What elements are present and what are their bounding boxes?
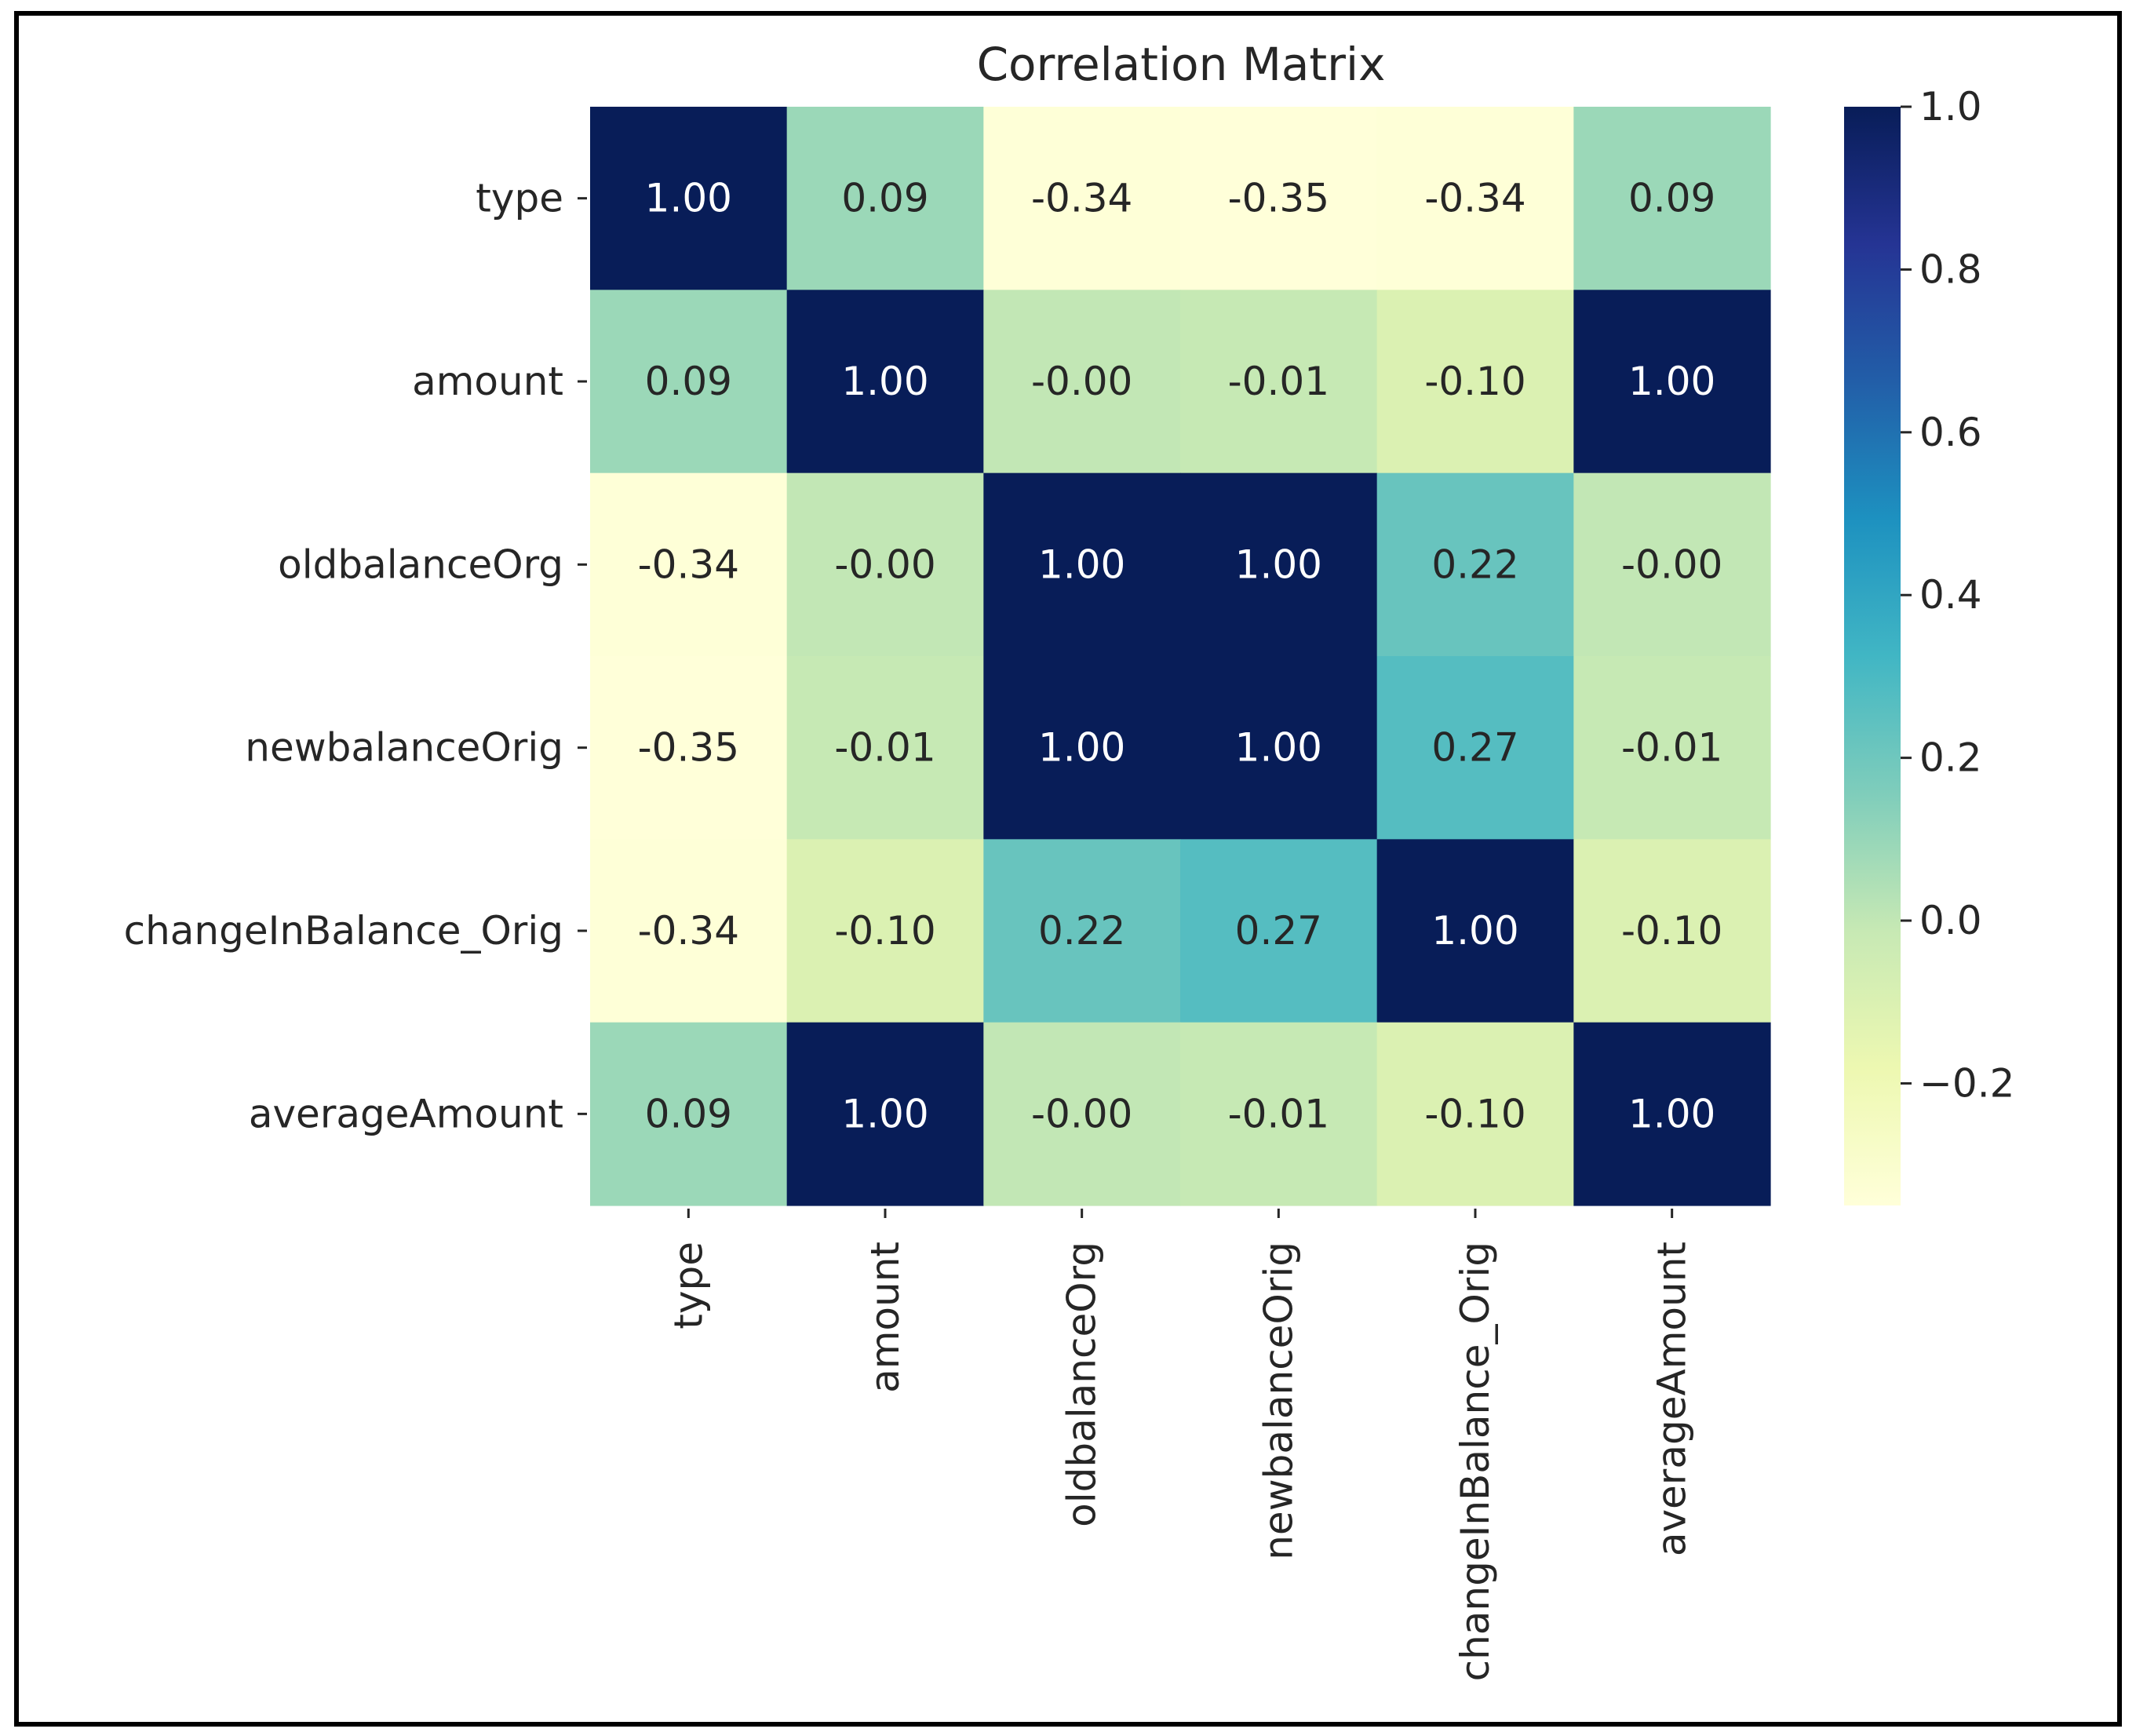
cell-value-label: -0.34 [1031, 176, 1132, 221]
cell-value-label: -0.00 [834, 542, 935, 587]
heatmap-cell [1180, 107, 1378, 290]
cell-value-label: -0.10 [1621, 908, 1722, 954]
cell-value-label: -0.34 [638, 908, 739, 954]
cell-value-label: 0.27 [1431, 725, 1518, 771]
cell-value-label: 0.22 [1431, 542, 1518, 587]
heatmap-cell [1376, 290, 1574, 474]
heatmap-cell [1180, 472, 1378, 657]
colorbar-tick-label: 0.4 [1919, 572, 1982, 618]
cell-value-label: 0.09 [841, 176, 928, 221]
cell-value-label: 1.00 [1628, 359, 1715, 404]
cell-value-label: 0.27 [1235, 908, 1322, 954]
y-axis-tick-label: amount [412, 359, 563, 404]
cell-value-label: 1.00 [1235, 725, 1322, 771]
cell-value-label: -0.34 [638, 542, 739, 587]
heatmap-cell [590, 1022, 788, 1206]
heatmap-cell [590, 290, 788, 474]
cell-value-label: 1.00 [841, 1091, 928, 1136]
cell-value-label: -0.01 [834, 725, 935, 771]
heatmap-cell [1573, 656, 1771, 840]
x-axis-tick-label: amount [862, 1242, 908, 1393]
x-axis-tick-label: changeInBalance_Orig [1453, 1242, 1498, 1681]
heatmap-cell [983, 839, 1181, 1023]
colorbar-tick-label: 0.6 [1919, 410, 1982, 455]
heatmap-cell [983, 1022, 1181, 1206]
cell-value-label: -0.01 [1228, 1091, 1329, 1136]
heatmap-cell [590, 656, 788, 840]
heatmap-cell [786, 656, 984, 840]
heatmap-cell [983, 290, 1181, 474]
y-axis-tick-label: oldbalanceOrg [278, 542, 563, 587]
colorbar-tick-label: 0.8 [1919, 246, 1982, 292]
y-axis-tick-label: averageAmount [249, 1091, 563, 1136]
cell-value-label: -0.34 [1424, 176, 1525, 221]
chart-title: Correlation Matrix [977, 38, 1386, 91]
cell-value-label: 1.00 [1235, 542, 1322, 587]
heatmap-cell [590, 839, 788, 1023]
heatmap-cell [1180, 290, 1378, 474]
cell-value-label: -0.00 [1621, 542, 1722, 587]
cell-value-label: -0.00 [1031, 359, 1132, 404]
heatmap-cell [590, 107, 788, 290]
heatmap-cell [1573, 472, 1771, 657]
heatmap-cell [786, 1022, 984, 1206]
y-axis-tick-label: changeInBalance_Orig [124, 908, 563, 954]
colorbar-tick-label: 0.0 [1919, 898, 1982, 943]
heatmap-cell [1376, 839, 1574, 1023]
heatmap-cell [983, 107, 1181, 290]
heatmap-cell [1180, 839, 1378, 1023]
y-axis-tick-label: type [476, 176, 563, 221]
cell-value-label: -0.10 [834, 908, 935, 954]
cell-value-label: 0.09 [645, 359, 732, 404]
heatmap-cell [1573, 839, 1771, 1023]
heatmap-cell [1376, 1022, 1574, 1206]
heatmap-cell [983, 656, 1181, 840]
cell-value-label: 1.00 [1431, 908, 1518, 954]
heatmap-cell [786, 290, 984, 474]
heatmap-cell [590, 472, 788, 657]
x-axis-tick-label: averageAmount [1649, 1242, 1695, 1556]
cell-value-label: 1.00 [1038, 542, 1125, 587]
colorbar-tick-label: 0.2 [1919, 735, 1982, 781]
y-axis-tick-label: newbalanceOrig [245, 725, 563, 771]
cell-value-label: -0.35 [1228, 176, 1329, 221]
heatmap-cell [1573, 290, 1771, 474]
cell-value-label: 0.22 [1038, 908, 1125, 954]
cell-value-label: 1.00 [645, 176, 732, 221]
colorbar [1844, 107, 1901, 1205]
colorbar-tick-label: −0.2 [1919, 1060, 2014, 1106]
heatmap-cell [1573, 1022, 1771, 1206]
heatmap-cell [1376, 656, 1574, 840]
cell-value-label: 1.00 [1038, 725, 1125, 771]
heatmap-cell [786, 472, 984, 657]
cell-value-label: -0.01 [1228, 359, 1329, 404]
cell-value-label: -0.01 [1621, 725, 1722, 771]
cell-value-label: -0.10 [1424, 1091, 1525, 1136]
x-axis-tick-label: oldbalanceOrg [1059, 1242, 1105, 1527]
heatmap-cell [1180, 1022, 1378, 1206]
heatmap-cell [983, 472, 1181, 657]
heatmap-cell [786, 107, 984, 290]
heatmap-cell [1180, 656, 1378, 840]
cell-value-label: -0.00 [1031, 1091, 1132, 1136]
cell-value-label: 0.09 [645, 1091, 732, 1136]
cell-value-label: 1.00 [841, 359, 928, 404]
heatmap-cell [786, 839, 984, 1023]
heatmap-cell [1376, 472, 1574, 657]
cell-value-label: 1.00 [1628, 1091, 1715, 1136]
heatmap-cell [1376, 107, 1574, 290]
cell-value-label: 0.09 [1628, 176, 1715, 221]
cell-value-label: -0.10 [1424, 359, 1525, 404]
heatmap-cell [1573, 107, 1771, 290]
x-axis-tick-label: newbalanceOrig [1256, 1242, 1301, 1560]
x-axis-tick-label: type [665, 1242, 711, 1329]
colorbar-tick-label: 1.0 [1919, 84, 1982, 129]
cell-value-label: -0.35 [638, 725, 739, 771]
